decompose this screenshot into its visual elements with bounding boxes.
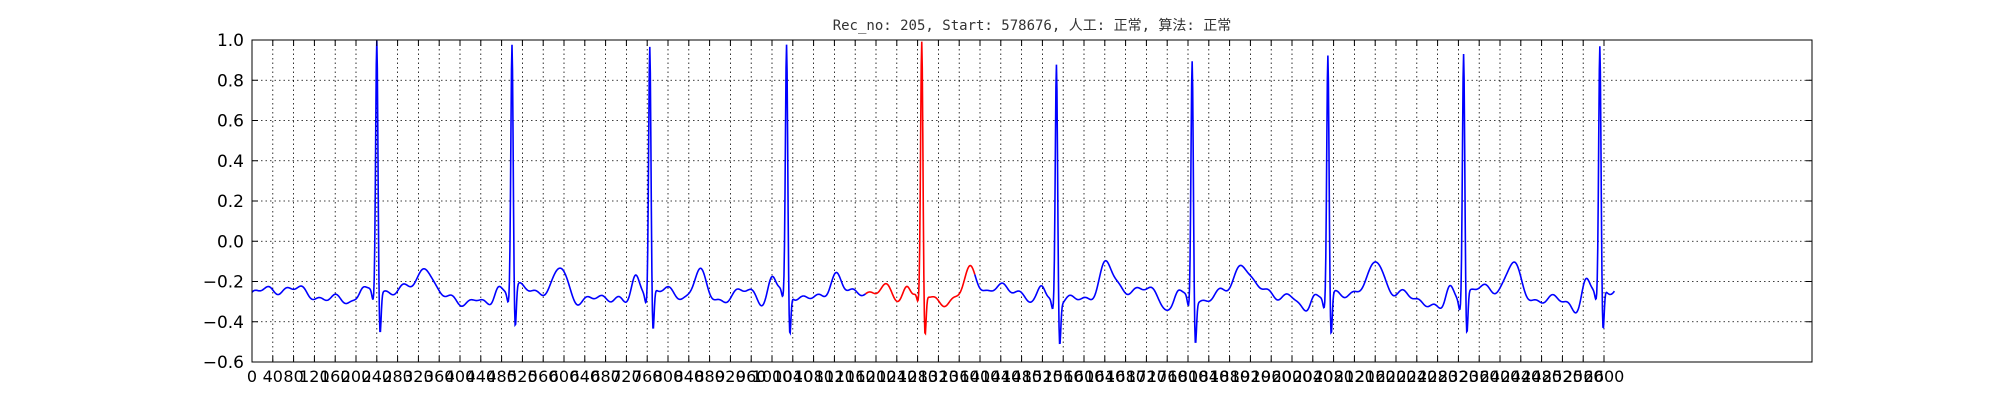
- x-tick-label: 2600: [1584, 367, 1625, 386]
- x-tick-label: 2400: [1480, 367, 1521, 386]
- x-tick-label: 2320: [1438, 367, 1479, 386]
- x-tick-label: 2440: [1500, 367, 1541, 386]
- x-tick-label: 400: [445, 367, 476, 386]
- y-tick-label: −0.6: [203, 353, 244, 373]
- y-tick-label: 1.0: [217, 31, 244, 51]
- x-tick-label: 2000: [1272, 367, 1313, 386]
- x-tick-label: 1320: [918, 367, 959, 386]
- x-tick-label: 1720: [1126, 367, 1167, 386]
- x-tick-label: 80: [283, 367, 303, 386]
- x-tick-label: 200: [341, 367, 372, 386]
- x-tick-label: 240: [362, 367, 393, 386]
- x-tick-label: 2200: [1376, 367, 1417, 386]
- x-tick-label: 1800: [1168, 367, 1209, 386]
- x-tick-label: 760: [632, 367, 663, 386]
- ecg-trace-highlight: [865, 41, 976, 336]
- x-tick-label: 520: [507, 367, 538, 386]
- x-tick-label: 2240: [1396, 367, 1437, 386]
- x-tick-label: 1840: [1188, 367, 1229, 386]
- x-tick-label: 880: [694, 367, 725, 386]
- x-tick-label: 320: [403, 367, 434, 386]
- x-tick-label: 1120: [814, 367, 855, 386]
- x-tick-label: 40: [263, 367, 283, 386]
- x-tick-label: 1360: [939, 367, 980, 386]
- x-tick-label: 1760: [1147, 367, 1188, 386]
- x-tick-label: 1000: [752, 367, 793, 386]
- y-tick-label: −0.4: [203, 313, 244, 333]
- x-tick-label: 800: [653, 367, 684, 386]
- x-tick-label: 1960: [1251, 367, 1292, 386]
- x-tick-label: 2040: [1292, 367, 1333, 386]
- x-tick-label: 1400: [960, 367, 1001, 386]
- y-tick-label: 0.8: [217, 71, 244, 91]
- x-tick-label: 2360: [1459, 367, 1500, 386]
- x-tick-label: 560: [528, 367, 559, 386]
- x-tick-label: 1040: [772, 367, 813, 386]
- y-tick-label: −0.2: [203, 273, 244, 293]
- x-tick-label: 920: [715, 367, 746, 386]
- x-tick-label: 280: [382, 367, 413, 386]
- grid-layer: [251, 39, 1812, 363]
- x-tick-label: 0: [247, 367, 257, 386]
- plot-frame: [251, 39, 1813, 363]
- ecg-trace-normal: [974, 46, 1616, 345]
- x-tick-label: 160: [320, 367, 351, 386]
- y-tick-label: 0.6: [217, 112, 244, 132]
- x-tick-label: 2120: [1334, 367, 1375, 386]
- y-tick-label: 0.2: [217, 192, 244, 212]
- x-tick-label: 960: [736, 367, 767, 386]
- x-tick-label: 440: [466, 367, 497, 386]
- x-tick-label: 2480: [1521, 367, 1562, 386]
- x-tick-label: 1680: [1105, 367, 1146, 386]
- x-tick-label: 640: [570, 367, 601, 386]
- x-tick-label: 2080: [1313, 367, 1354, 386]
- x-tick-label: 1640: [1084, 367, 1125, 386]
- x-tick-label: 1160: [835, 367, 876, 386]
- x-tick-label: 720: [611, 367, 642, 386]
- x-tick-label: 1200: [856, 367, 897, 386]
- x-tick-label: 840: [674, 367, 705, 386]
- ecg-trace-normal: [251, 40, 867, 336]
- y-tick-label: 0.4: [217, 152, 244, 172]
- x-tick-label: 1480: [1001, 367, 1042, 386]
- x-tick-label: 600: [549, 367, 580, 386]
- x-tick-label: 1280: [897, 367, 938, 386]
- x-tick-label: 1440: [980, 367, 1021, 386]
- x-tick-label: 480: [486, 367, 517, 386]
- chart-title: Rec_no: 205, Start: 578676, 人工: 正常, 算法: …: [833, 18, 1232, 34]
- y-tick-label: 0.0: [217, 232, 244, 252]
- x-tick-label: 120: [299, 367, 330, 386]
- axis-layer: 1.00.80.60.40.20.0−0.2−0.4−0.60 40 8012016…: [203, 31, 1812, 386]
- x-tick-label: 1920: [1230, 367, 1271, 386]
- x-tick-label: 1240: [876, 367, 917, 386]
- x-tick-label: 1880: [1209, 367, 1250, 386]
- x-tick-label: 1080: [793, 367, 834, 386]
- x-tick-label: 680: [590, 367, 621, 386]
- x-tick-label: 2520: [1542, 367, 1583, 386]
- x-tick-label: 1520: [1022, 367, 1063, 386]
- x-tick-label: 1560: [1043, 367, 1084, 386]
- series-layer: [251, 40, 1616, 345]
- x-tick-label: 2160: [1355, 367, 1396, 386]
- x-tick-label: 360: [424, 367, 455, 386]
- x-tick-label: 2280: [1417, 367, 1458, 386]
- x-tick-label: 2560: [1563, 367, 1604, 386]
- x-tick-label: 1600: [1064, 367, 1105, 386]
